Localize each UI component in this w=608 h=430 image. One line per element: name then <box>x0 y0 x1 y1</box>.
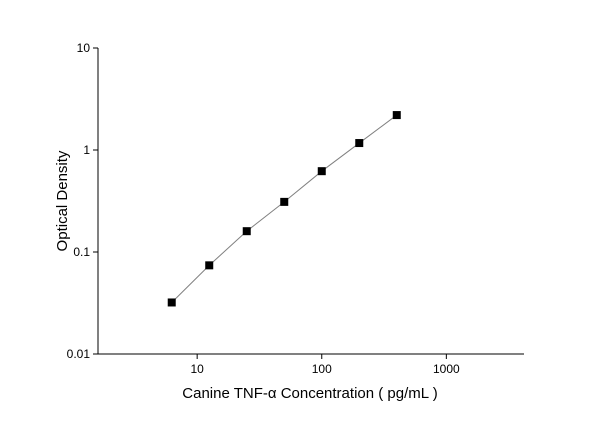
y-tick-label: 1 <box>83 143 90 157</box>
y-tick-label: 10 <box>77 41 91 55</box>
x-tick-label: 100 <box>312 362 332 376</box>
marker <box>242 227 251 236</box>
marker <box>167 298 176 307</box>
x-axis-label: Canine TNF-α Concentration ( pg/mL ) <box>182 385 437 402</box>
marker <box>317 167 326 176</box>
marker <box>205 261 214 270</box>
marker <box>355 139 364 148</box>
marker <box>280 197 289 206</box>
y-axis-label: Optical Density <box>54 150 71 251</box>
x-tick-label: 1000 <box>433 362 460 376</box>
y-tick-label: 0.1 <box>73 245 90 259</box>
x-tick-label: 10 <box>190 362 204 376</box>
y-tick-label: 0.01 <box>67 347 91 361</box>
marker <box>392 111 401 120</box>
